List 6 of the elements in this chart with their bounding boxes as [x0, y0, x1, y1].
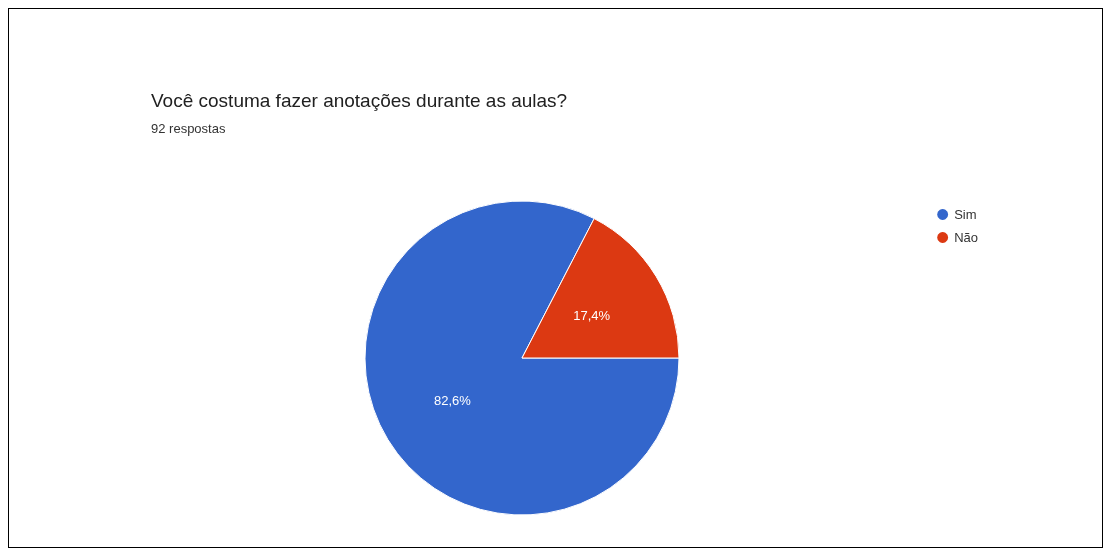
- legend-label: Sim: [954, 207, 977, 222]
- legend-label: Não: [954, 230, 979, 245]
- chart-title: Você costuma fazer anotações durante as aulas?: [151, 90, 568, 111]
- data-label: 82,6%: [433, 392, 472, 408]
- data-label: 17,4%: [573, 308, 611, 324]
- text: 92 respostas: [151, 121, 226, 136]
